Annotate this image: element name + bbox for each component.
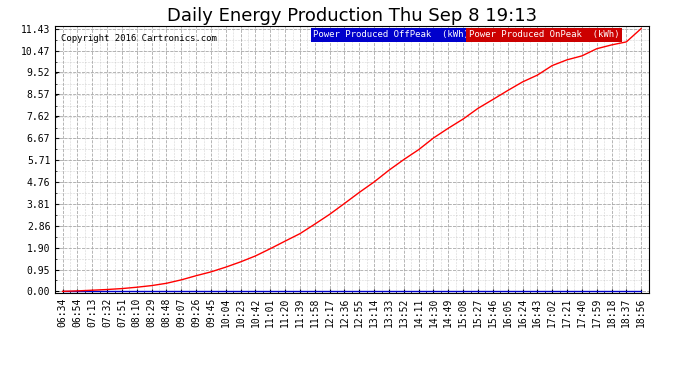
Text: Copyright 2016 Cartronics.com: Copyright 2016 Cartronics.com — [61, 34, 217, 43]
Title: Daily Energy Production Thu Sep 8 19:13: Daily Energy Production Thu Sep 8 19:13 — [167, 7, 537, 25]
Text: Power Produced OffPeak  (kWh): Power Produced OffPeak (kWh) — [313, 30, 469, 39]
Text: Power Produced OnPeak  (kWh): Power Produced OnPeak (kWh) — [469, 30, 620, 39]
